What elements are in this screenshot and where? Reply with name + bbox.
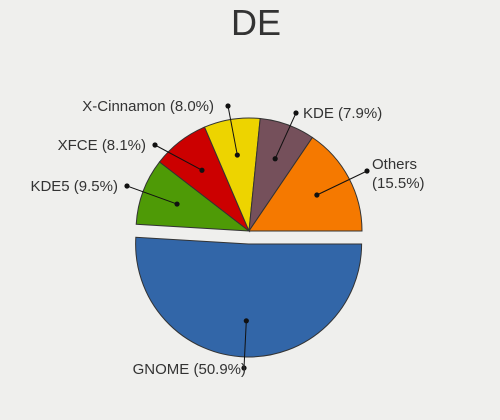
- leader-dot: [364, 168, 370, 174]
- label-leaders: [124, 103, 370, 371]
- slice-label-x-cinnamon: X-Cinnamon (8.0%): [82, 98, 214, 115]
- pie-slice-others: [248, 136, 363, 232]
- leader-line: [154, 144, 203, 171]
- leader-dot: [234, 152, 240, 158]
- leader-line: [126, 185, 178, 205]
- leader-line: [227, 105, 238, 156]
- leader-dot: [272, 156, 278, 162]
- slice-label-others: Others (15.5%): [372, 156, 425, 192]
- leader-line: [316, 170, 368, 196]
- leader-dot: [199, 167, 205, 173]
- leader-dot: [174, 201, 180, 207]
- chart-title: DE: [231, 2, 281, 43]
- leader-dot: [152, 142, 158, 148]
- slice-label-kde5: KDE5 (9.5%): [30, 178, 118, 195]
- slice-label-gnome: GNOME (50.9%): [133, 361, 246, 378]
- leader-dot: [225, 103, 231, 109]
- pie-slices: [135, 117, 363, 358]
- slice-labels: GNOME (50.9%) KDE5 (9.5%) XFCE (8.1%) X-Cin…: [30, 98, 424, 378]
- leader-dot: [124, 183, 130, 189]
- leader-dot: [243, 318, 249, 324]
- leader-dot: [314, 192, 320, 198]
- leader-dot: [293, 110, 299, 116]
- pie-slice-gnome: [135, 236, 363, 358]
- leader-line: [274, 112, 297, 159]
- leader-line: [243, 320, 247, 369]
- leader-dot: [241, 365, 247, 371]
- slice-label-xfce: XFCE (8.1%): [58, 137, 146, 154]
- slice-label-kde: KDE (7.9%): [303, 105, 382, 122]
